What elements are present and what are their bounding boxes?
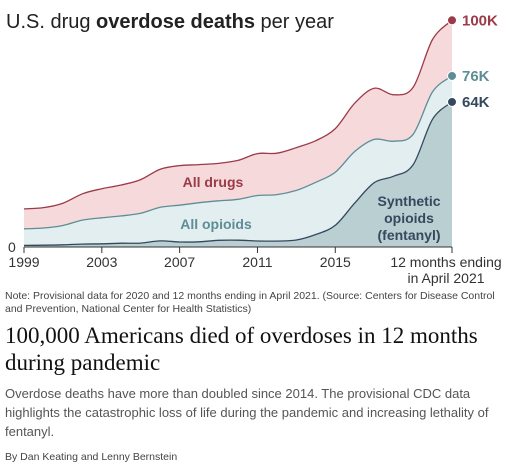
x-tick-label-last: 12 months ending in April 2021 — [390, 254, 501, 286]
end-point-all-opioids — [447, 70, 457, 81]
end-label-all-drugs: 100K — [462, 12, 498, 29]
line-all-opioids — [23, 75, 453, 230]
chart-title-bold: overdose deaths — [96, 11, 255, 33]
series-label-synthetic-opioids-fentanyl: Synthetic opioids (fentanyl) — [377, 193, 440, 243]
series-label-all-drugs: All drugs — [183, 174, 244, 190]
article-deck: Overdose deaths have more than doubled s… — [5, 386, 489, 439]
chart-areas — [24, 20, 452, 247]
series-labels: All drugs All opioids Synthetic opioids (fen… — [180, 174, 441, 243]
source-note: Note: Provisional data for 2020 and 12 m… — [5, 290, 495, 315]
end-label-synthetic-opioids-fentanyl: 64K — [462, 94, 490, 111]
chart-title: U.S. drug overdose deaths per year — [6, 11, 334, 33]
area-all-opioids — [24, 76, 452, 247]
end-point-synthetic-opioids-fentanyl — [447, 96, 457, 107]
area-synthetic-opioids-fentanyl — [24, 102, 452, 247]
chart-title-suffix: per year — [255, 11, 334, 33]
line-all-drugs — [23, 19, 453, 210]
series-label-all-opioids: All opioids — [180, 216, 252, 232]
headline[interactable]: 100,000 Americans died of overdoses in 1… — [5, 323, 478, 375]
line-synthetic-opioids-fentanyl — [23, 101, 453, 247]
byline[interactable]: By Dan Keating and Lenny Bernstein — [5, 451, 178, 463]
x-tick-label: 2011 — [242, 254, 272, 270]
x-tick-label: 2015 — [320, 254, 351, 270]
end-markers: 100K 76K 64K — [447, 12, 498, 111]
chart-title-prefix: U.S. drug — [6, 11, 96, 33]
x-tick-label: 2003 — [86, 254, 117, 270]
y-zero-label: 0 — [8, 239, 16, 255]
x-tick-label: 1999 — [8, 254, 39, 270]
x-tick-label: 2007 — [164, 254, 195, 270]
end-point-all-drugs — [447, 15, 457, 26]
overdose-chart: U.S. drug overdose deaths per year 0 199… — [6, 11, 502, 286]
chart-lines — [23, 19, 453, 247]
end-label-all-opioids: 76K — [462, 68, 490, 85]
x-axis-ticks: 1999 2003 2007 2011 2015 12 months ending in A… — [8, 247, 502, 286]
